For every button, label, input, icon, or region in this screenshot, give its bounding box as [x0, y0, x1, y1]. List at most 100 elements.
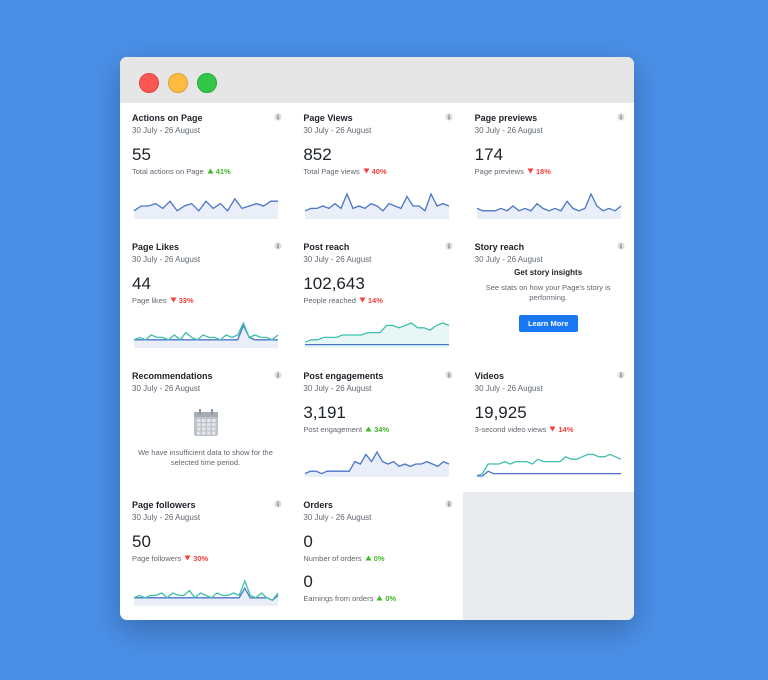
- sparkline-line: [133, 321, 279, 341]
- calendar-day: [202, 431, 206, 435]
- info-stem: [448, 374, 450, 378]
- card: Page previews 30 July - 26 August 174 Page …: [463, 103, 634, 232]
- info-icon[interactable]: [445, 242, 453, 250]
- info-icon[interactable]: [274, 371, 282, 379]
- card-title: Story reach: [474, 242, 525, 252]
- info-stem: [277, 503, 279, 507]
- card: Page Likes 30 July - 26 August 44 Page like…: [120, 232, 291, 361]
- learn-more-button[interactable]: Learn More: [518, 315, 578, 332]
- caption-text: Number of orders: [303, 554, 362, 563]
- card-title: Page Views: [303, 113, 353, 123]
- title-bar: [120, 57, 634, 103]
- metric-caption: Number of orders 0%: [303, 554, 384, 563]
- info-icon[interactable]: [274, 242, 282, 250]
- change: 34%: [374, 425, 390, 434]
- metric-caption: Page likes 33%: [132, 296, 194, 305]
- info-icon[interactable]: [617, 242, 625, 250]
- card-date: 30 July - 26 August: [474, 255, 543, 264]
- calendar-day: [212, 423, 216, 427]
- card-title: Post engagements: [303, 371, 384, 381]
- card-title: Page Likes: [132, 242, 180, 252]
- window: Actions on Page 30 July - 26 August 55 Tota…: [120, 57, 634, 620]
- change-arrow: [363, 168, 370, 174]
- zoom-button[interactable]: [197, 73, 217, 93]
- info-dot: [277, 501, 279, 503]
- story-text: See stats on how your Page's story is pe…: [485, 283, 611, 302]
- caption-text: Page followers: [132, 554, 182, 563]
- calendar-day: [207, 427, 211, 431]
- change-arrow: [170, 297, 177, 303]
- metric-value: 50: [132, 532, 151, 551]
- change-arrow: [207, 168, 214, 174]
- card: Post reach 30 July - 26 August 102,643 Peop…: [291, 232, 462, 361]
- change-arrow: [376, 595, 383, 601]
- info-dot: [448, 114, 450, 116]
- sparkline: [476, 192, 622, 219]
- caption-text: Page likes: [132, 296, 167, 305]
- calendar-day: [202, 419, 206, 422]
- info-stem: [620, 245, 622, 249]
- sparkline: [476, 453, 621, 477]
- metric-value: 55: [132, 145, 151, 164]
- info-icon[interactable]: [617, 113, 625, 121]
- card-title: Actions on Page: [132, 113, 203, 123]
- info-stem: [448, 245, 450, 249]
- caption-text: Total Page views: [303, 167, 360, 176]
- arrow-shape: [376, 595, 383, 601]
- change: 40%: [371, 167, 387, 176]
- calendar-day: [212, 427, 216, 431]
- card-date: 30 July - 26 August: [303, 255, 372, 264]
- card-date: 30 July - 26 August: [303, 126, 372, 135]
- metric-caption: Page previews 18%: [475, 167, 551, 176]
- info-stem: [620, 374, 622, 378]
- info-icon[interactable]: [445, 500, 453, 508]
- info-dot: [277, 372, 279, 374]
- arrow-shape: [170, 297, 177, 303]
- info-dot: [620, 243, 622, 245]
- empty-cell: [463, 492, 634, 620]
- sparkline-line: [134, 323, 278, 341]
- card-title: Page followers: [132, 500, 196, 510]
- sparkline: [305, 450, 450, 477]
- calendar-ring: [211, 409, 213, 415]
- calendar-day: [212, 431, 216, 435]
- calendar-day: [212, 419, 216, 422]
- sparkline: [133, 579, 279, 606]
- change-arrow: [365, 426, 372, 432]
- info-icon[interactable]: [274, 500, 282, 508]
- calendar-day: [197, 427, 201, 431]
- sparkline-line: [476, 470, 621, 477]
- info-dot: [277, 114, 279, 116]
- empty-text: We have insufficient data to show for th…: [138, 448, 273, 467]
- card: Actions on Page 30 July - 26 August 55 Tota…: [120, 103, 291, 232]
- sparkline-area: [305, 323, 450, 348]
- info-icon[interactable]: [617, 371, 625, 379]
- caption-text: Post engagement: [303, 425, 363, 434]
- change-arrow: [549, 426, 556, 432]
- sparkline: [133, 197, 278, 219]
- sparkline-line: [133, 579, 279, 601]
- sparkline-area: [134, 588, 278, 606]
- info-stem: [448, 116, 450, 120]
- calendar-day: [197, 423, 201, 427]
- card: Post engagements 30 July - 26 August 3,191…: [291, 361, 462, 490]
- card: Recommendations 30 July - 26 August We hav…: [120, 361, 291, 490]
- card-date: 30 July - 26 August: [303, 384, 372, 393]
- info-icon[interactable]: [445, 371, 453, 379]
- calendar-day: [197, 419, 201, 422]
- caption-text: Page previews: [474, 167, 524, 176]
- metric-value: 852: [303, 145, 332, 164]
- sparkline-line: [476, 453, 621, 477]
- card-date: 30 July - 26 August: [474, 126, 543, 135]
- calendar-day: [207, 419, 211, 422]
- info-dot: [620, 114, 622, 116]
- arrow-shape: [207, 168, 214, 174]
- metric-value: 0: [303, 572, 313, 591]
- info-stem: [620, 116, 622, 120]
- minimize-button[interactable]: [168, 73, 188, 93]
- card-date: 30 July - 26 August: [132, 513, 201, 522]
- close-button[interactable]: [139, 73, 159, 93]
- sparkline-line: [476, 192, 622, 212]
- info-icon[interactable]: [445, 113, 453, 121]
- info-icon[interactable]: [274, 113, 282, 121]
